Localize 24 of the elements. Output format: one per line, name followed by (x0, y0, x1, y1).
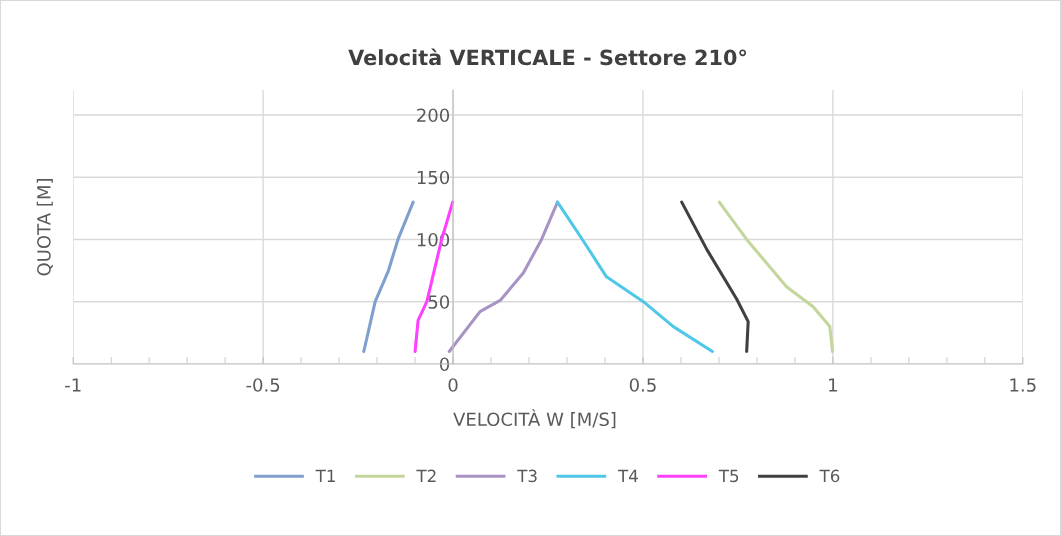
x-tick-label: -1 (65, 378, 81, 392)
legend-label: T2 (416, 469, 436, 482)
y-tick-label: 50 (428, 295, 450, 309)
legend-label: T5 (718, 469, 739, 483)
x-tick-label: 0.5 (629, 378, 656, 392)
y-tick-label: 200 (417, 108, 450, 123)
line-series (413, 200, 455, 354)
legend-label: T3 (517, 469, 537, 483)
x-tick-label: 1.5 (1010, 378, 1036, 392)
x-tick-label: -0.5 (246, 378, 280, 392)
legend-label: T6 (819, 469, 840, 483)
y-tick-label: 0 (439, 357, 450, 372)
legend-label: T1 (315, 469, 335, 482)
line-series (555, 200, 715, 354)
y-axis-title: QUOTA [M] (36, 179, 53, 276)
line-series (717, 200, 835, 354)
line-series (680, 200, 750, 354)
line-series (362, 200, 415, 354)
legend-label: T4 (617, 469, 638, 482)
x-tick-label: 1 (829, 378, 837, 392)
line-series (447, 200, 560, 354)
y-tick-label: 150 (417, 170, 450, 185)
chart-title: Velocità VERTICALE - Settore 210° (348, 48, 747, 66)
x-axis-title: VELOCITÀ W [M/S] (453, 409, 616, 429)
